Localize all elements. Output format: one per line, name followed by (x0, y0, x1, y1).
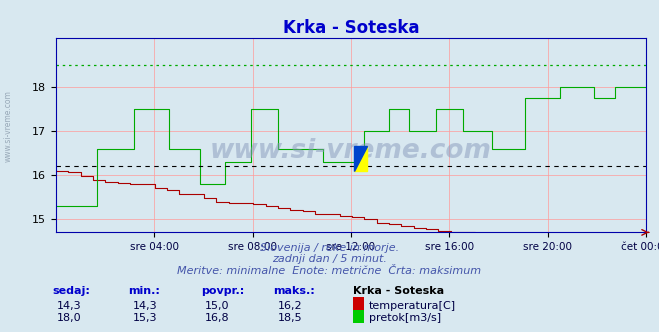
Text: www.si-vreme.com: www.si-vreme.com (3, 90, 13, 162)
Text: 15,0: 15,0 (205, 301, 230, 311)
Title: Krka - Soteska: Krka - Soteska (283, 19, 419, 37)
Text: temperatura[C]: temperatura[C] (369, 301, 456, 311)
Text: 14,3: 14,3 (57, 301, 82, 311)
Text: zadnji dan / 5 minut.: zadnji dan / 5 minut. (272, 254, 387, 264)
Text: 16,2: 16,2 (277, 301, 302, 311)
Text: min.:: min.: (129, 286, 160, 296)
Text: Krka - Soteska: Krka - Soteska (353, 286, 444, 296)
Text: povpr.:: povpr.: (201, 286, 244, 296)
Text: sedaj:: sedaj: (53, 286, 90, 296)
Text: maks.:: maks.: (273, 286, 315, 296)
Text: 14,3: 14,3 (132, 301, 158, 311)
Text: Meritve: minimalne  Enote: metrične  Črta: maksimum: Meritve: minimalne Enote: metrične Črta:… (177, 266, 482, 276)
Text: Slovenija / reke in morje.: Slovenija / reke in morje. (260, 243, 399, 253)
Text: pretok[m3/s]: pretok[m3/s] (369, 313, 441, 323)
Polygon shape (354, 146, 367, 171)
Text: 16,8: 16,8 (205, 313, 230, 323)
Polygon shape (354, 146, 367, 171)
Text: 18,0: 18,0 (57, 313, 82, 323)
Text: www.si-vreme.com: www.si-vreme.com (210, 138, 492, 164)
Text: 15,3: 15,3 (132, 313, 158, 323)
Text: 18,5: 18,5 (277, 313, 302, 323)
